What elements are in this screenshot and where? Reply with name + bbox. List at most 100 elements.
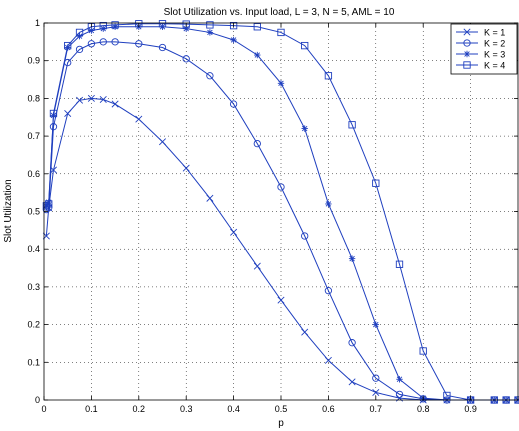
data-point xyxy=(111,100,119,108)
data-point xyxy=(230,36,237,44)
data-point xyxy=(348,339,356,347)
data-point xyxy=(372,179,380,187)
y-tick-label: 0.3 xyxy=(27,282,40,292)
data-point xyxy=(135,115,143,123)
data-point xyxy=(206,29,214,36)
data-point xyxy=(206,194,214,202)
legend-marker xyxy=(463,28,471,36)
y-tick-label: 0.2 xyxy=(27,320,40,330)
data-point xyxy=(76,96,84,104)
x-tick-label: 0 xyxy=(41,404,46,414)
x-tick-label: 0.3 xyxy=(180,404,193,414)
x-tick-label: 0.2 xyxy=(133,404,146,414)
x-tick-label: 0.8 xyxy=(417,404,430,414)
legend-label: K = 4 xyxy=(484,61,505,71)
data-point xyxy=(87,40,96,48)
data-point xyxy=(99,96,107,104)
x-axis-label: p xyxy=(278,418,284,429)
data-point xyxy=(324,356,332,364)
data-point xyxy=(182,164,190,172)
data-point xyxy=(301,125,308,132)
legend-item: K = 1 xyxy=(456,28,505,38)
y-tick-label: 0 xyxy=(35,395,40,405)
data-point xyxy=(75,28,84,37)
chart-title: Slot Utilization vs. Input load, L = 3, … xyxy=(164,7,395,18)
data-point xyxy=(135,40,143,48)
data-point xyxy=(348,378,356,386)
y-tick-label: 1 xyxy=(35,18,40,28)
data-point xyxy=(158,138,167,146)
y-tick-label: 0.6 xyxy=(27,169,40,179)
y-tick-label: 0.8 xyxy=(27,93,40,103)
y-tick-label: 0.7 xyxy=(27,131,40,141)
y-tick-label: 0.1 xyxy=(27,357,40,367)
data-point xyxy=(372,388,380,396)
x-tick-label: 0.5 xyxy=(275,404,288,414)
data-point xyxy=(395,260,404,268)
data-point xyxy=(99,38,107,46)
y-tick-label: 0.5 xyxy=(27,207,40,217)
grid-layer xyxy=(44,23,518,400)
data-point xyxy=(158,20,167,28)
data-point xyxy=(277,80,285,87)
data-point xyxy=(396,376,403,383)
data-point xyxy=(253,23,261,31)
data-point xyxy=(419,347,427,355)
legend-label: K = 2 xyxy=(484,39,505,49)
data-point xyxy=(158,43,167,52)
data-point xyxy=(49,109,58,118)
data-point xyxy=(348,121,356,129)
data-point xyxy=(182,20,190,28)
y-tick-label: 0.4 xyxy=(27,244,40,254)
data-point xyxy=(229,21,238,30)
data-point xyxy=(348,255,356,262)
x-tick-label: 0.9 xyxy=(464,404,477,414)
data-point xyxy=(99,21,107,30)
data-point xyxy=(182,55,190,63)
legend-item: K = 2 xyxy=(456,39,505,49)
data-point xyxy=(254,51,261,59)
data-point xyxy=(253,262,261,270)
legend-marker xyxy=(463,61,471,69)
data-point xyxy=(64,41,72,50)
y-tick-label: 0.9 xyxy=(27,56,40,66)
x-tick-label: 0.4 xyxy=(227,404,240,414)
legend-item: K = 4 xyxy=(456,61,505,71)
data-point xyxy=(88,27,95,34)
data-point xyxy=(230,228,238,236)
data-point xyxy=(64,109,72,117)
data-point xyxy=(301,41,309,50)
data-point xyxy=(45,200,53,208)
data-point xyxy=(111,38,119,46)
series-k4 xyxy=(42,20,519,404)
data-point xyxy=(277,183,285,191)
data-point xyxy=(277,296,285,304)
legend-label: K = 3 xyxy=(484,50,505,60)
x-tick-label: 0.1 xyxy=(85,404,98,414)
data-point xyxy=(111,21,119,29)
data-point xyxy=(42,202,51,210)
y-axis-label: Slot Utilization xyxy=(3,179,14,242)
data-point xyxy=(301,232,309,240)
data-point xyxy=(443,391,451,400)
data-point xyxy=(325,200,332,208)
series-line xyxy=(46,23,518,401)
data-point xyxy=(229,100,238,108)
x-tick-label: 0.7 xyxy=(370,404,383,414)
data-point xyxy=(395,390,404,398)
legend-label: K = 1 xyxy=(484,28,505,38)
legend-marker xyxy=(463,50,471,58)
data-point xyxy=(206,21,214,29)
data-point xyxy=(76,32,83,40)
legend-marker xyxy=(463,39,471,47)
data-point xyxy=(372,321,379,328)
data-point xyxy=(206,72,214,80)
data-point xyxy=(253,139,261,148)
data-point xyxy=(87,94,95,102)
data-point xyxy=(277,28,285,37)
data-point xyxy=(372,374,380,382)
data-point xyxy=(75,45,84,54)
